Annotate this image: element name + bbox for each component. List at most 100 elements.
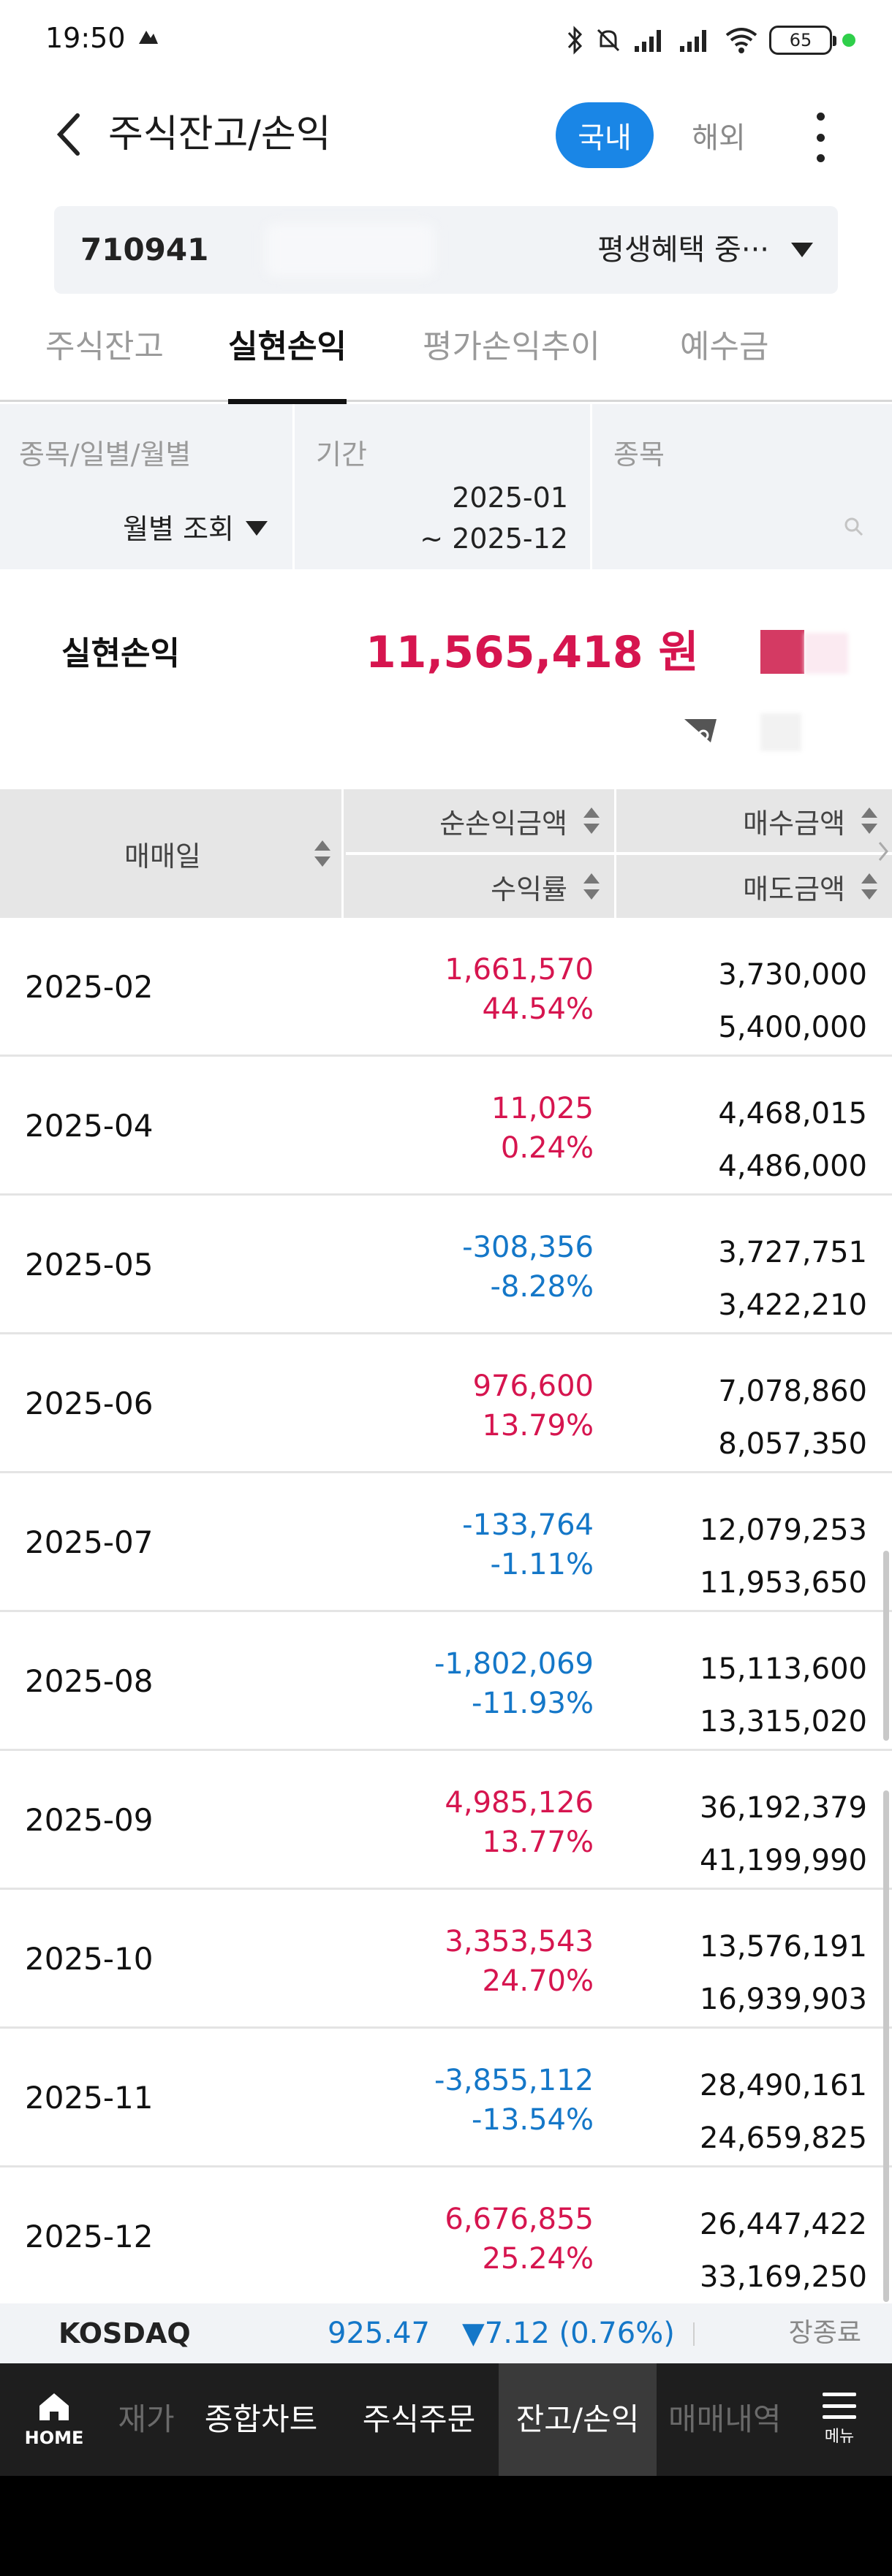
row-sell-amount: 11,953,650 [699,1566,867,1600]
row-amounts: 7,078,860 8,057,350 [718,1365,867,1470]
row-buy-amount: 4,468,015 [718,1097,867,1131]
row-sell-amount: 3,422,210 [718,1288,867,1322]
sort-icon [314,839,330,868]
row-net-pl: 11,025 [491,1092,594,1125]
table-row[interactable]: 2025-02 1,661,570 44.54% 3,730,000 5,400,000 [0,918,892,1057]
table-row[interactable]: 2025-08 -1,802,069 -11.93% 15,113,600 13,315… [0,1612,892,1751]
nav-menu[interactable]: 메뉴 [810,2363,869,2476]
header-sell-amount[interactable]: 매도금액 [619,855,892,918]
row-pl: -133,764 -1.11% [462,1505,594,1584]
nav-item-trade-history[interactable]: 매매내역 [668,2401,782,2437]
period-to: ~ 2025-12 [420,523,568,555]
row-return-rate: -13.54% [472,2103,594,2137]
filter-stock[interactable]: 종목 [594,404,892,569]
speaker-icon[interactable] [681,716,719,745]
summary-value: 11,565,418 원 [366,627,699,678]
tab-realized-pl[interactable]: 실현손익 [228,307,347,404]
home-icon [39,2393,69,2420]
ticker-divider [693,2322,695,2346]
tab-deposit[interactable]: 예수금 [680,328,769,365]
table-row[interactable]: 2025-12 6,676,855 25.24% 26,447,422 33,169,2… [0,2167,892,2306]
row-pl: 3,353,543 24.70% [445,1922,594,2001]
row-pl: 11,025 0.24% [491,1089,594,1168]
nav-item-balance-pl[interactable]: 잔고/손익 [499,2363,657,2476]
status-bar: 19:50 [0,0,892,82]
row-sell-amount: 33,169,250 [699,2260,867,2294]
row-sell-amount: 41,199,990 [699,1844,867,1877]
row-net-pl: 976,600 [472,1369,594,1403]
row-net-pl: 3,353,543 [445,1925,594,1958]
table-row[interactable]: 2025-09 4,985,126 13.77% 36,192,379 41,199,9… [0,1751,892,1890]
table-row[interactable]: 2025-05 -308,356 -8.28% 3,727,751 3,422,210 [0,1196,892,1334]
row-return-rate: 44.54% [482,992,594,1026]
header-buy-amount[interactable]: 매수금액 [619,789,892,852]
scrollbar[interactable] [883,1790,889,2302]
table-row[interactable]: 2025-06 976,600 13.79% 7,078,860 8,057,350 [0,1334,892,1473]
market-status: 장종료 [788,2318,861,2348]
header-divider [346,852,892,855]
row-net-pl: -308,356 [462,1231,594,1264]
row-net-pl: 4,985,126 [445,1786,594,1820]
ticker-name: KOSDAQ [58,2317,191,2349]
row-sell-amount: 13,315,020 [699,1705,867,1739]
bluetooth-icon [567,26,583,55]
filter-type-value: 월별 조회 [123,513,234,545]
row-sell-amount: 16,939,903 [699,1983,867,2016]
nav-item-chart[interactable]: 종합차트 [204,2401,318,2437]
row-net-pl: -1,802,069 [434,1647,594,1681]
summary-label: 실현손익 [61,635,180,672]
row-date: 2025-11 [25,2080,154,2116]
filter-bar: 종목/일별/월별 월별 조회 기간 2025-01 ~ 2025-12 종목 [0,404,892,569]
nav-home[interactable]: HOME [18,2363,91,2476]
filter-period[interactable]: 기간 2025-01 ~ 2025-12 [297,404,592,569]
nav-menu-label: 메뉴 [824,2428,855,2446]
row-net-pl: 1,661,570 [445,953,594,987]
header-return-rate[interactable]: 수익률 [346,855,616,918]
row-sell-amount: 5,400,000 [718,1011,867,1044]
tab-domestic[interactable]: 국내 [556,102,654,168]
table-row[interactable]: 2025-07 -133,764 -1.11% 12,079,253 11,953,65… [0,1473,892,1612]
app-screen: 19:50 [0,0,892,2476]
header-trade-date[interactable]: 매매일 [0,789,344,918]
account-number: 710941 [80,232,209,267]
chevron-right-icon[interactable] [877,840,889,862]
nav-item-order[interactable]: 주식주문 [362,2401,476,2437]
search-icon[interactable] [842,515,866,539]
filter-type[interactable]: 종목/일별/월별 월별 조회 [0,404,295,569]
more-options-icon[interactable] [804,108,836,167]
row-amounts: 26,447,422 33,169,250 [700,2198,867,2303]
header: 주식잔고/손익 국내 해외 [0,82,892,184]
row-date: 2025-04 [25,1108,154,1144]
sort-icon [861,806,877,835]
row-net-pl: 6,676,855 [445,2203,594,2236]
table-row[interactable]: 2025-10 3,353,543 24.70% 13,576,191 16,939,9… [0,1890,892,2029]
row-pl: -308,356 -8.28% [462,1228,594,1307]
tab-overseas[interactable]: 해외 [692,121,746,155]
filter-period-value: 2025-01 ~ 2025-12 [420,477,568,559]
account-selector[interactable]: 710941 평생혜택 중··· [54,206,838,294]
status-dot [842,34,855,47]
nav-item-partial[interactable]: 재가 [118,2401,175,2437]
table-row[interactable]: 2025-04 11,025 0.24% 4,468,015 4,486,000 [0,1057,892,1196]
row-return-rate: -11.93% [472,1687,594,1720]
row-pl: 976,600 13.79% [473,1367,594,1445]
row-return-rate: 13.79% [482,1409,594,1443]
sort-icon [583,872,600,901]
caret-down-icon [246,521,268,536]
table-row[interactable]: 2025-11 -3,855,112 -13.54% 28,490,161 24,659… [0,2029,892,2167]
tab-valuation-trend[interactable]: 평가손익추이 [423,328,600,365]
market-ticker[interactable]: KOSDAQ 925.47 ▼7.12 (0.76%) 장종료 [0,2303,892,2363]
back-arrow-icon[interactable] [48,108,89,161]
summary-chip [760,630,804,674]
ticker-price: 925.47 [328,2317,430,2350]
row-pl: 6,676,855 25.24% [445,2200,594,2279]
filter-stock-label: 종목 [613,438,665,471]
sort-icon [583,806,600,835]
scrollbar[interactable] [883,1551,889,1741]
battery-icon: 65 [769,26,836,55]
row-date: 2025-02 [25,969,154,1005]
row-sell-amount: 8,057,350 [718,1427,867,1461]
tab-stock-balance[interactable]: 주식잔고 [45,328,164,365]
row-buy-amount: 28,490,161 [699,2069,867,2102]
header-net-pl[interactable]: 순손익금액 [346,789,616,852]
